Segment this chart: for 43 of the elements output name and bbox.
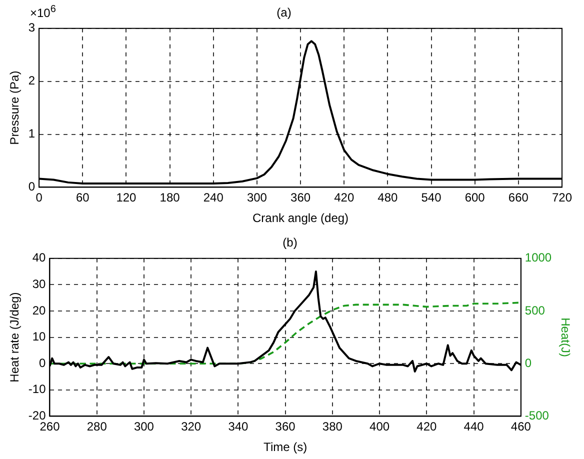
x-tick-label: 400 bbox=[370, 420, 390, 434]
x-axis-title: Crank angle (deg) bbox=[252, 211, 349, 226]
y-tick-label: 3 bbox=[28, 20, 36, 35]
y-axis-title: Heat rate (J/deg) bbox=[8, 292, 22, 382]
y-tick-label: 40 bbox=[32, 250, 46, 265]
x-tick-label: 420 bbox=[334, 190, 354, 205]
x-tick-label: 340 bbox=[228, 420, 249, 434]
y-tick-label: 10 bbox=[32, 330, 46, 344]
text: ×10$^{6}$ bbox=[30, 4, 56, 20]
y-tick-label: 0 bbox=[28, 180, 36, 194]
x-tick-label: 380 bbox=[322, 420, 343, 434]
x-tick-label: 480 bbox=[378, 190, 398, 205]
chart-title: (b) bbox=[282, 236, 298, 250]
y2-tick-label: 0 bbox=[524, 356, 532, 370]
x-tick-label: 300 bbox=[246, 190, 268, 205]
x-axis-title: Time (s) bbox=[264, 440, 308, 454]
x-tick-label: 280 bbox=[86, 420, 108, 434]
x-tick-label: 300 bbox=[134, 420, 154, 434]
x-tick-label: 360 bbox=[290, 190, 311, 205]
x-tick-label: 440 bbox=[464, 420, 484, 434]
y-tick-label: 2 bbox=[28, 74, 36, 88]
y2-axis-title: Heat(J) bbox=[558, 318, 572, 357]
y-tick-label: 20 bbox=[32, 303, 46, 318]
x-tick-label: 240 bbox=[203, 190, 224, 205]
x-tick-label: 180 bbox=[160, 190, 180, 205]
x-tick-label: 600 bbox=[464, 190, 486, 205]
y-tick-label: 30 bbox=[32, 277, 46, 292]
x-tick-label: 720 bbox=[552, 190, 572, 205]
x-tick-label: 320 bbox=[181, 420, 202, 434]
line-series bbox=[50, 302, 521, 364]
y-axis-title: Pressure (Pa) bbox=[8, 70, 22, 145]
y-tick-label: 0 bbox=[39, 356, 46, 370]
x-tick-label: 420 bbox=[416, 420, 438, 434]
x-tick-label: 660 bbox=[508, 190, 529, 205]
y-tick-label: -10 bbox=[28, 382, 46, 396]
x-tick-label: 360 bbox=[275, 420, 296, 434]
y2-tick-label: 1000 bbox=[524, 250, 552, 265]
chart-title: (a) bbox=[276, 6, 292, 20]
y2-tick-label: 500 bbox=[524, 303, 546, 318]
x-tick-label: 540 bbox=[421, 190, 442, 205]
x-tick-label: 60 bbox=[76, 190, 90, 205]
x-tick-label: 120 bbox=[116, 190, 137, 205]
y-tick-label: 1 bbox=[28, 126, 36, 141]
